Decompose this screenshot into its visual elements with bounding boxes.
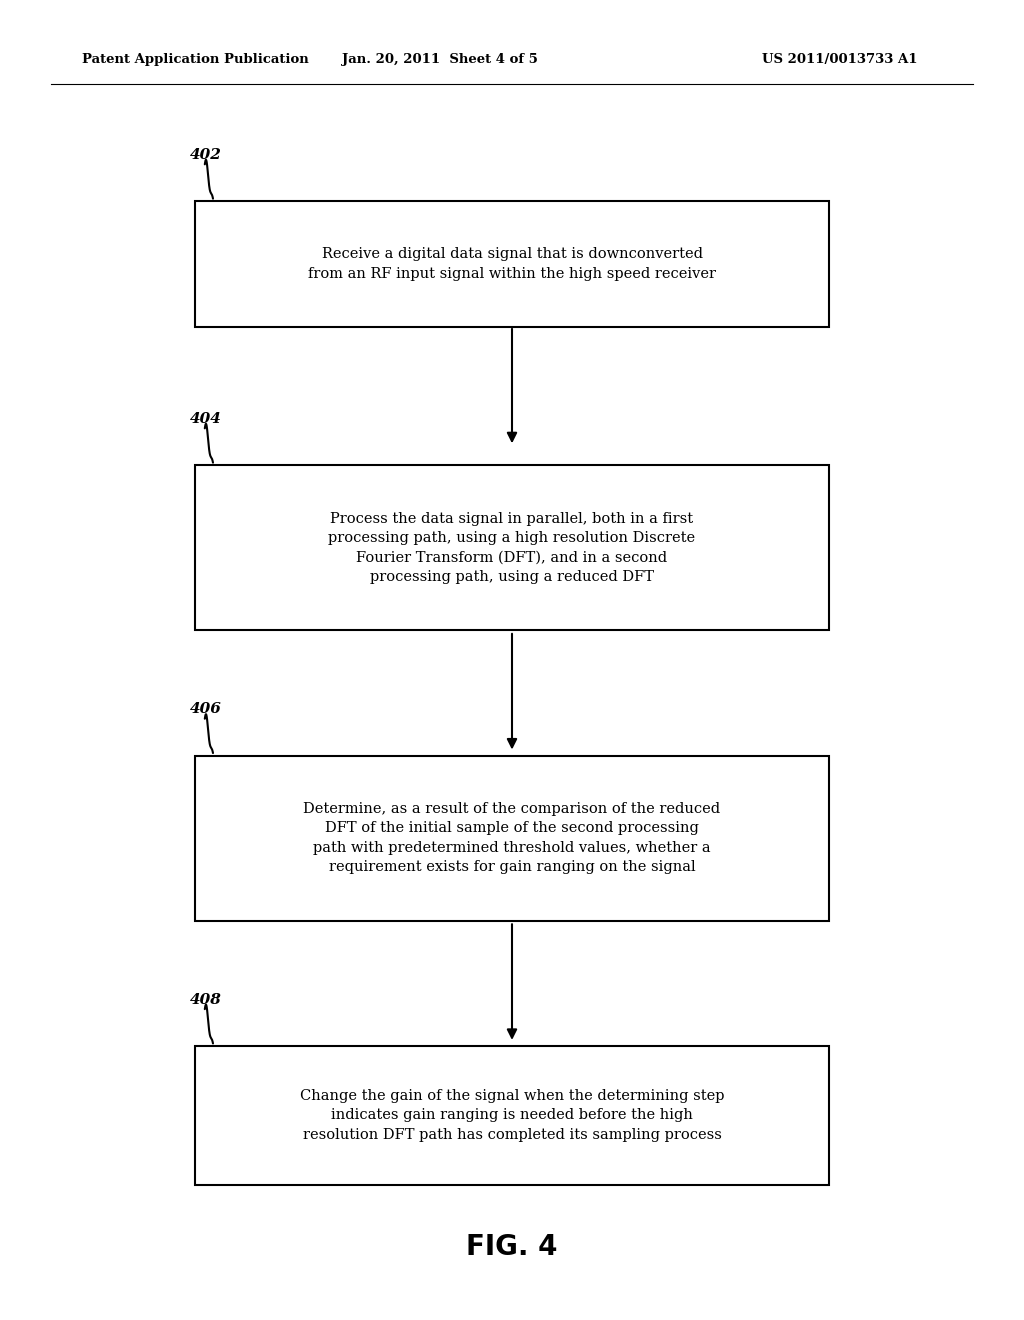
Text: 408: 408 (189, 993, 221, 1006)
Text: 402: 402 (189, 148, 221, 161)
FancyBboxPatch shape (195, 1045, 829, 1185)
Text: Jan. 20, 2011  Sheet 4 of 5: Jan. 20, 2011 Sheet 4 of 5 (342, 53, 539, 66)
Text: 404: 404 (189, 412, 221, 425)
Text: Process the data signal in parallel, both in a first
processing path, using a hi: Process the data signal in parallel, bot… (329, 512, 695, 583)
FancyBboxPatch shape (195, 466, 829, 631)
Text: FIG. 4: FIG. 4 (466, 1233, 558, 1262)
FancyBboxPatch shape (195, 201, 829, 326)
Text: Determine, as a result of the comparison of the reduced
DFT of the initial sampl: Determine, as a result of the comparison… (303, 803, 721, 874)
Text: Change the gain of the signal when the determining step
indicates gain ranging i: Change the gain of the signal when the d… (300, 1089, 724, 1142)
Text: Patent Application Publication: Patent Application Publication (82, 53, 308, 66)
Text: US 2011/0013733 A1: US 2011/0013733 A1 (762, 53, 918, 66)
FancyBboxPatch shape (195, 755, 829, 921)
Text: Receive a digital data signal that is downconverted
from an RF input signal with: Receive a digital data signal that is do… (308, 247, 716, 281)
Text: 406: 406 (189, 702, 221, 715)
